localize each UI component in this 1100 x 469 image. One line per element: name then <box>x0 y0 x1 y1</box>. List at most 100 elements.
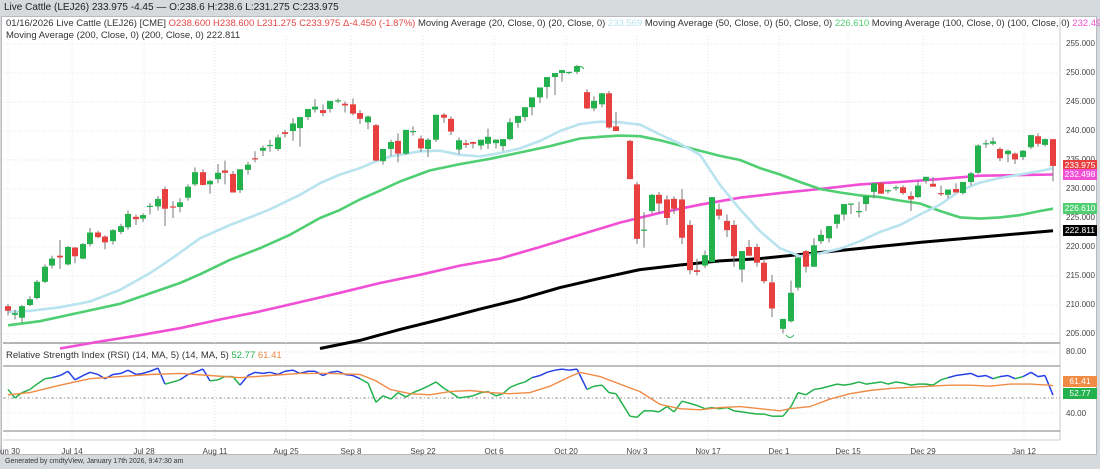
candle-down <box>679 199 685 238</box>
candle-up <box>649 194 655 212</box>
candle-down <box>72 247 78 257</box>
rsi-segment <box>636 410 645 418</box>
candle-up <box>65 247 71 265</box>
legend-ma20-value: 233.569 <box>607 18 643 29</box>
y-axis-tick: 205.000 <box>1066 329 1095 338</box>
y-axis-tick: 225.000 <box>1066 213 1095 222</box>
candle-up <box>566 71 572 74</box>
rsi-segment <box>895 381 904 384</box>
candle-down <box>441 114 447 118</box>
rsi-segment <box>135 372 144 376</box>
legend-ma200-value: 222.811 <box>206 29 241 41</box>
candle-down <box>754 247 760 263</box>
rsi-segment <box>44 376 53 380</box>
candle-down <box>900 187 906 194</box>
candle-down <box>731 224 737 257</box>
rsi-legend-label[interactable]: Relative Strength Index (RSI) (14, MA, 5… <box>6 350 229 361</box>
legend-line-1: 01/16/2026 Live Cattle (LEJ26) [CME] O23… <box>6 18 1100 30</box>
candle-up <box>312 106 318 110</box>
footer-credit: Generated by cmdtyView, January 17th 202… <box>5 458 184 465</box>
rsi-segment <box>74 374 84 381</box>
candle-up <box>456 140 462 150</box>
rsi-segment <box>21 388 31 394</box>
rsi-segment <box>329 370 339 374</box>
rsi-segment <box>247 371 256 377</box>
rsi-ma-line <box>7 371 1054 412</box>
candle-up <box>780 318 786 329</box>
x-axis-tick: Dec 29 <box>910 447 936 456</box>
rsi-legend: Relative Strength Index (RSI) (14, MA, 5… <box>6 350 282 361</box>
rsi-segment <box>1014 375 1024 380</box>
candle-up <box>574 66 580 72</box>
candle-down <box>102 236 108 243</box>
rsi-segment <box>412 388 422 394</box>
rsi-segment <box>658 405 668 413</box>
y-axis-tick: 230.000 <box>1066 184 1095 193</box>
candle-up <box>500 139 506 147</box>
legend-ma100-label[interactable]: Moving Average (100, Close, 0) (100, Clo… <box>871 18 1070 29</box>
y-axis-tick: 215.000 <box>1066 271 1095 280</box>
candle-up <box>968 173 974 183</box>
rsi-segment <box>458 396 467 399</box>
candle-up <box>433 114 439 140</box>
x-axis-tick: Aug 25 <box>273 447 299 456</box>
candle-down <box>342 103 348 106</box>
rsi-segment <box>382 395 392 400</box>
ma-line-ma100 <box>59 173 1054 350</box>
candle-down <box>373 125 379 161</box>
candle-up <box>1028 135 1034 148</box>
rsi-segment <box>999 374 1009 378</box>
rsi-segment <box>696 404 706 410</box>
candle-up <box>975 145 981 173</box>
rsi-segment <box>902 382 912 386</box>
rsi-segment <box>1022 371 1032 378</box>
candle-up <box>485 136 491 144</box>
candle-up <box>365 116 371 123</box>
candle-up <box>591 100 597 109</box>
x-axis-tick: Sep 8 <box>340 447 362 456</box>
legend-ma50-label[interactable]: Moving Average (50, Close, 0) (50, Close… <box>644 18 833 29</box>
candle-down <box>1012 153 1018 160</box>
candle-up <box>155 198 161 207</box>
legend-ma20-label[interactable]: Moving Average (20, Close, 0) (20, Close… <box>417 18 606 29</box>
rsi-segment <box>7 388 16 399</box>
candle-up <box>110 230 116 242</box>
candle-up <box>702 255 708 266</box>
candle-up <box>885 190 891 192</box>
candle-down <box>350 104 356 114</box>
rsi-segment <box>472 391 482 397</box>
candle-up <box>267 144 273 147</box>
rsi-segment <box>149 367 159 372</box>
candle-up <box>1042 139 1048 145</box>
candle-up <box>185 186 191 198</box>
candle-up <box>42 266 48 282</box>
candle-down <box>418 138 424 149</box>
rsi-segment <box>970 372 979 378</box>
x-axis-tick: Jul 28 <box>133 447 155 456</box>
legend-ma200-label[interactable]: Moving Average (200, Close, 0) (200, Clo… <box>6 29 204 41</box>
rsi-segment <box>733 410 743 413</box>
rsi-segment <box>450 392 460 399</box>
x-axis-tick: Dec 15 <box>835 447 861 456</box>
legend-low: L231.275 <box>256 18 297 29</box>
price-legend: 01/16/2026 Live Cattle (LEJ26) [CME] O23… <box>6 18 1100 41</box>
candle-down <box>170 206 176 208</box>
rsi-segment <box>629 415 638 419</box>
rsi-segment <box>726 406 735 412</box>
x-axis-tick: Jun 30 <box>0 447 21 456</box>
rsi-axis-tick: 80.00 <box>1066 347 1087 356</box>
candle-up <box>841 204 847 215</box>
candle-down <box>930 183 936 187</box>
candle-up <box>544 77 550 87</box>
candle-up <box>923 176 929 181</box>
rsi-segment <box>651 410 660 413</box>
price-tag: 226.610 <box>1063 203 1097 215</box>
candle-down <box>953 189 959 193</box>
rsi-segment <box>509 383 519 388</box>
x-axis-tick: Jul 14 <box>61 447 83 456</box>
candle-down <box>997 148 1003 159</box>
rsi-segment <box>539 371 548 377</box>
candle-up <box>960 182 966 194</box>
rsi-segment <box>813 387 822 391</box>
